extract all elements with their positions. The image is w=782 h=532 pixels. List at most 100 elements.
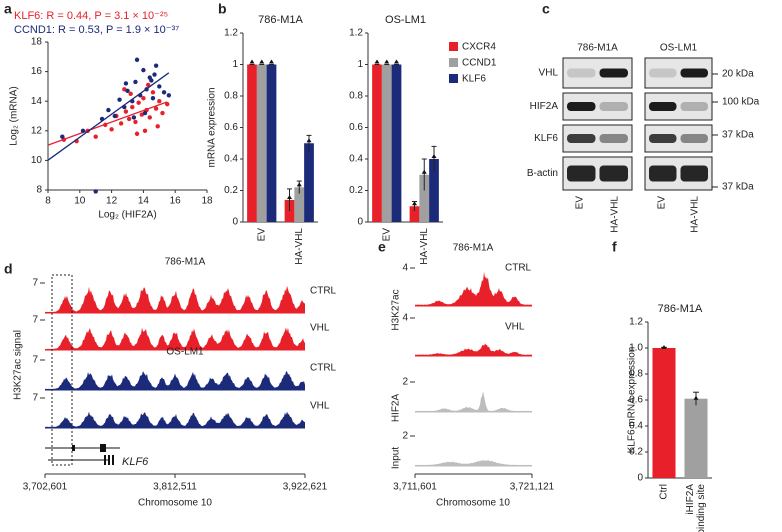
lane-label: HA-VHL	[610, 196, 621, 233]
band	[649, 68, 677, 78]
track-label: VHL	[505, 322, 525, 333]
y-tick-label: 0	[357, 217, 363, 228]
track-title: 786-M1A	[453, 243, 494, 254]
track-label: VHL	[310, 323, 330, 334]
point	[80, 128, 86, 133]
x-tick-label: 3,721,121	[510, 482, 555, 493]
gene-exon	[72, 445, 75, 451]
row-label: H3K27ac	[391, 289, 402, 330]
y-tick-label: 0.2	[629, 447, 643, 458]
y-tick-label: 1.2	[224, 28, 238, 39]
point	[142, 128, 148, 133]
x-tick-label: 3,812,511	[153, 482, 197, 493]
point	[60, 134, 65, 139]
band	[680, 102, 708, 111]
y-tick-label: 10	[31, 155, 43, 166]
scale-label: 4	[402, 313, 408, 324]
track-title: OS-LM1	[166, 347, 204, 358]
marker-label: 37 kDa	[722, 130, 754, 141]
band	[567, 68, 596, 78]
x-tick-label: 8	[45, 196, 51, 207]
x-tick-label: 14	[138, 196, 150, 207]
point	[93, 134, 98, 139]
scale-label: 2	[402, 431, 408, 442]
x-tick-label: 10	[74, 196, 86, 207]
point	[130, 104, 135, 110]
row-label: Input	[391, 447, 402, 469]
chart-title: 786-M1A	[258, 14, 303, 26]
y-tick-label: 1	[357, 59, 363, 70]
panel-label: a	[4, 1, 12, 17]
dot-marker	[384, 59, 390, 64]
x-tick-label: HA-VHL	[294, 228, 305, 265]
point	[106, 107, 111, 113]
band	[680, 165, 708, 182]
chart-title: 786-M1A	[658, 303, 703, 315]
point	[123, 81, 129, 86]
band	[567, 165, 596, 182]
point	[145, 82, 151, 88]
regression-line	[47, 72, 170, 161]
bar	[684, 398, 708, 478]
x-tick-label: 3,702,601	[23, 482, 68, 493]
dot-marker	[661, 345, 667, 349]
y-tick-label: 1.2	[629, 317, 643, 328]
point	[161, 90, 167, 95]
point	[125, 88, 130, 94]
legend-swatch	[449, 58, 458, 67]
point	[157, 84, 162, 89]
y-tick-label: 8	[36, 185, 42, 196]
annotation: KLF6: R = 0.44, P = 3.1 × 10⁻²⁵	[14, 10, 168, 22]
chart-title: OS-LM1	[385, 14, 426, 26]
track-label: CTRL	[310, 363, 337, 374]
y-axis-label: KLF6 mRNA expression	[627, 347, 638, 454]
panel-label: d	[4, 261, 13, 277]
panel-label: c	[542, 1, 550, 17]
y-axis-label: mRNA expression	[207, 87, 218, 167]
annotation: CCND1: R = 0.53, P = 1.9 × 10⁻³⁷	[14, 24, 179, 36]
y-tick-label: 16	[31, 66, 43, 77]
x-tick-label: iHIF2A	[685, 484, 696, 515]
x-tick-label: HA-VHL	[419, 228, 430, 265]
bar	[256, 64, 267, 222]
y-tick-label: 0.4	[629, 421, 643, 432]
legend-label: CXCR4	[462, 42, 496, 53]
y-tick-label: 12	[31, 125, 43, 136]
point	[141, 96, 146, 101]
y-tick-label: 0.8	[629, 369, 643, 380]
point	[93, 189, 98, 194]
signal-track	[415, 343, 532, 356]
point	[147, 115, 152, 120]
bar	[294, 187, 305, 222]
panel-label: b	[218, 1, 227, 17]
panel-label: f	[612, 239, 617, 255]
dot-marker	[431, 154, 437, 158]
marker-label: 37 kDa	[722, 182, 754, 193]
y-tick-label: 0.4	[224, 154, 238, 165]
x-tick-label: 16	[170, 196, 182, 207]
point	[134, 57, 140, 62]
scale-label: 4	[402, 263, 408, 274]
track-label: CTRL	[310, 286, 337, 297]
band	[649, 102, 677, 111]
point	[128, 91, 133, 97]
bar	[381, 64, 392, 222]
point	[141, 67, 146, 73]
point	[131, 115, 137, 120]
cell-line-label: 786-M1A	[577, 43, 618, 54]
dot-marker	[269, 59, 274, 64]
dot-marker	[394, 59, 399, 64]
band	[599, 102, 628, 111]
dot-marker	[249, 59, 255, 64]
bar	[266, 64, 277, 222]
marker-label: 100 kDa	[722, 97, 760, 108]
point	[136, 100, 141, 105]
scale-label: 2	[402, 377, 408, 388]
bar	[429, 159, 439, 222]
dot-marker	[412, 201, 417, 206]
band	[599, 134, 628, 143]
row-label: B-actin	[527, 168, 558, 179]
point	[153, 106, 159, 111]
dot-marker	[296, 182, 302, 187]
